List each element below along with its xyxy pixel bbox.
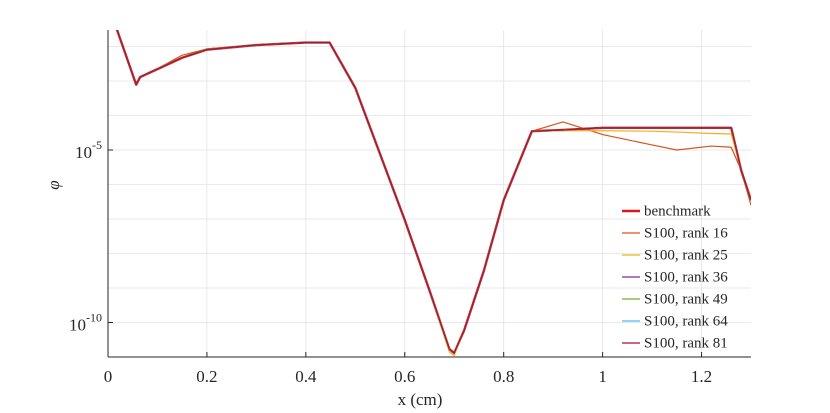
x-tick-label: 0.4 — [295, 367, 317, 386]
legend-label: S100, rank 49 — [644, 291, 728, 307]
y-tick-label: 10-10 — [69, 310, 102, 334]
legend-label: S100, rank 64 — [644, 313, 728, 329]
x-tick-label: 1.2 — [691, 367, 712, 386]
plot-area — [115, 30, 751, 357]
legend-label: S100, rank 36 — [644, 269, 728, 285]
legend-label: S100, rank 81 — [644, 335, 728, 351]
legend-label: S100, rank 25 — [644, 247, 728, 263]
x-tick-label: 0.2 — [196, 367, 217, 386]
legend-label: S100, rank 16 — [644, 225, 728, 241]
x-tick-label: 0.8 — [493, 367, 514, 386]
y-tick-label: 10-5 — [75, 138, 102, 162]
x-axis-label: x (cm) — [398, 390, 443, 409]
x-tick-label: 0 — [104, 367, 113, 386]
y-axis-label: φ — [44, 180, 63, 189]
legend-label: benchmark — [644, 203, 711, 219]
x-tick-label: 0.6 — [394, 367, 415, 386]
x-tick-label: 1 — [598, 367, 607, 386]
series-line — [116, 30, 751, 354]
